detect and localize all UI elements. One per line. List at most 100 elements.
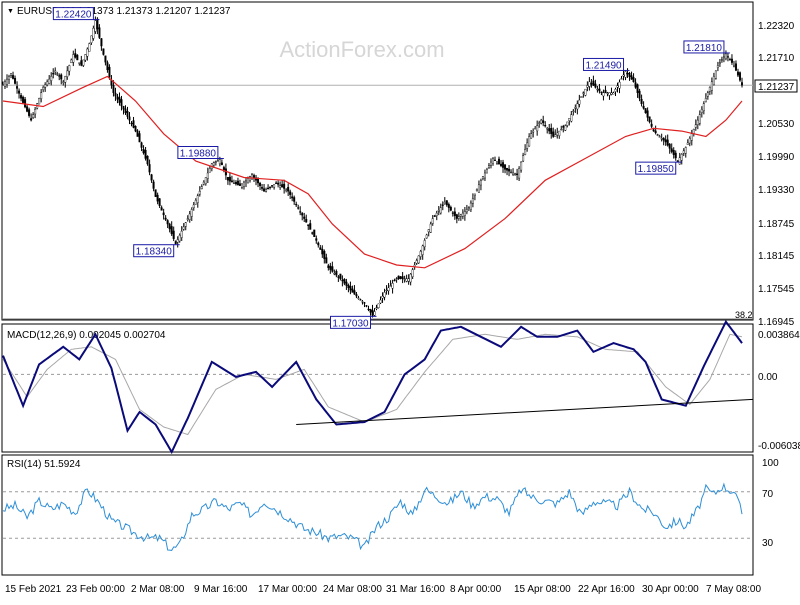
candle-body xyxy=(479,180,482,186)
candle-body xyxy=(676,160,679,162)
rsi-panel-title: RSI(14) 51.5924 xyxy=(7,459,81,470)
candle-body xyxy=(481,176,484,179)
candle-body xyxy=(2,84,5,86)
time-tick: 22 Apr 16:00 xyxy=(578,584,635,595)
candle-body xyxy=(124,108,127,114)
candle-body xyxy=(355,294,358,297)
candle-body xyxy=(712,76,715,86)
candle-body xyxy=(46,81,49,86)
candle-body xyxy=(620,78,623,80)
candle-body xyxy=(500,163,503,166)
candle-body xyxy=(716,65,719,68)
candle-body xyxy=(532,130,535,133)
candle-body xyxy=(38,98,41,105)
candle-body xyxy=(459,214,462,217)
candle-body xyxy=(728,59,731,61)
swing-label: 1.18340 xyxy=(136,247,173,258)
swing-label: 1.17030 xyxy=(332,318,369,329)
time-tick: 17 Mar 00:00 xyxy=(258,584,317,595)
candle-body xyxy=(461,212,464,217)
candle-body xyxy=(447,204,450,208)
candle-body xyxy=(172,230,175,239)
candle-body xyxy=(283,183,286,189)
candle-body xyxy=(349,285,352,291)
candle-body xyxy=(415,260,418,264)
candle-body xyxy=(674,152,677,159)
swing-label-box xyxy=(177,145,219,159)
price-tick: 1.21710 xyxy=(758,53,795,64)
macd-tick: -0.006038 xyxy=(758,441,800,452)
candle-body xyxy=(361,301,364,303)
candle-body xyxy=(367,308,370,310)
candle-body xyxy=(122,106,125,110)
time-tick: 2 Mar 08:00 xyxy=(131,584,185,595)
candle-body xyxy=(556,132,559,136)
candle-body xyxy=(650,123,653,127)
candle-body xyxy=(560,129,563,131)
candle-body xyxy=(92,28,95,39)
candle-body xyxy=(114,92,117,97)
candle-body xyxy=(176,239,179,243)
candle-body xyxy=(644,108,647,114)
candle-body xyxy=(275,182,278,184)
candle-body xyxy=(514,173,517,175)
candle-body xyxy=(212,162,215,166)
candle-body xyxy=(146,156,149,165)
rsi-tick: 100 xyxy=(762,458,779,469)
candle-body xyxy=(142,149,145,154)
candle-body xyxy=(477,184,480,193)
candle-body xyxy=(4,81,7,87)
candle-body xyxy=(622,74,625,77)
candle-body xyxy=(238,183,241,186)
candle-body xyxy=(295,203,298,206)
price-panel-title: EURUSD,H4 1.21373 1.21373 1.21207 1.2123… xyxy=(17,6,231,17)
candle-body xyxy=(60,74,63,80)
candle-body xyxy=(741,82,744,86)
candle-body xyxy=(377,303,380,309)
candle-body xyxy=(590,83,593,85)
candle-body xyxy=(550,128,553,134)
candle-body xyxy=(307,224,310,227)
candle-body xyxy=(287,186,290,192)
swing-label-box xyxy=(133,244,175,258)
candle-body xyxy=(220,162,223,165)
candle-body xyxy=(718,62,721,65)
rsi-series-layer xyxy=(2,482,753,551)
candle-body xyxy=(397,275,400,279)
candle-body xyxy=(271,185,274,187)
candle-body xyxy=(616,85,619,88)
rsi-panel-border xyxy=(1,454,754,576)
candle-body xyxy=(204,177,207,184)
candle-body xyxy=(253,175,256,178)
candle-body xyxy=(572,110,575,113)
candle-body xyxy=(14,77,17,84)
candle-body xyxy=(263,188,266,192)
candle-body xyxy=(54,70,57,73)
candle-body xyxy=(327,265,330,268)
candle-body xyxy=(628,72,631,77)
time-tick: 15 Apr 08:00 xyxy=(514,584,571,595)
candle-body xyxy=(566,121,569,126)
candle-body xyxy=(78,62,81,64)
candle-body xyxy=(230,180,233,183)
candle-body xyxy=(485,169,488,174)
candle-body xyxy=(329,265,332,270)
price-tick: 1.18145 xyxy=(758,251,795,262)
candle-body xyxy=(694,124,697,128)
macd-panel-title: MACD(12,26,9) 0.002045 0.002704 xyxy=(7,330,166,341)
candle-body xyxy=(489,161,492,166)
candle-body xyxy=(30,118,33,121)
candle-body xyxy=(425,234,428,239)
candle-body xyxy=(130,122,133,125)
candle-body xyxy=(682,150,685,154)
dropdown-arrow-icon[interactable]: ▼ xyxy=(7,8,14,15)
candle-body xyxy=(64,76,67,83)
candle-body xyxy=(285,189,288,191)
rsi-tick: 30 xyxy=(762,538,774,549)
time-tick: 8 Apr 00:00 xyxy=(450,584,502,595)
candle-body xyxy=(170,226,173,235)
candle-body xyxy=(218,159,221,165)
candle-body xyxy=(208,168,211,173)
candle-body xyxy=(471,198,474,204)
